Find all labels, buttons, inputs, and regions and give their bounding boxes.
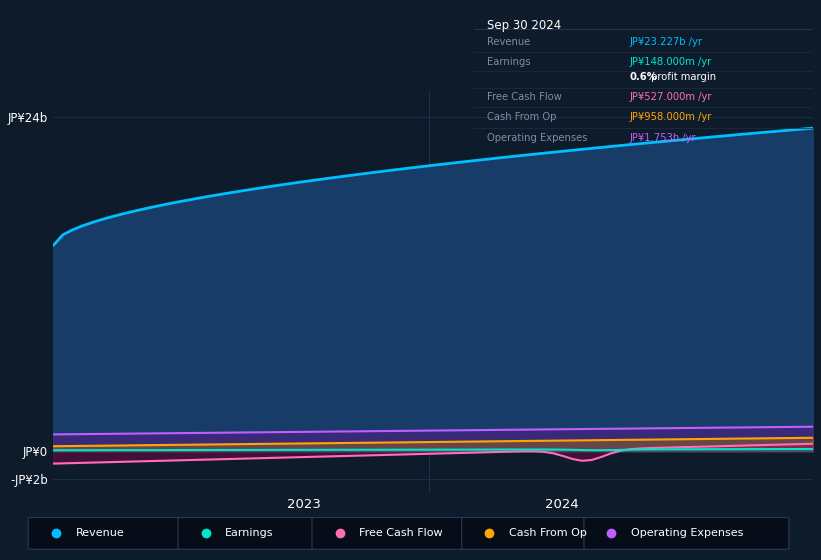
FancyBboxPatch shape	[461, 517, 592, 549]
Text: Revenue: Revenue	[76, 529, 124, 538]
Text: Operating Expenses: Operating Expenses	[488, 133, 588, 142]
Text: Free Cash Flow: Free Cash Flow	[360, 529, 443, 538]
FancyBboxPatch shape	[584, 517, 789, 549]
Text: profit margin: profit margin	[649, 72, 717, 82]
FancyBboxPatch shape	[28, 517, 186, 549]
Text: JP¥148.000m /yr: JP¥148.000m /yr	[630, 57, 712, 67]
Text: 0.6%: 0.6%	[630, 72, 658, 82]
Text: Operating Expenses: Operating Expenses	[631, 529, 744, 538]
FancyBboxPatch shape	[312, 517, 470, 549]
Text: Revenue: Revenue	[488, 37, 530, 46]
Text: Sep 30 2024: Sep 30 2024	[488, 19, 562, 32]
Text: JP¥958.000m /yr: JP¥958.000m /yr	[630, 112, 712, 122]
Text: JP¥23.227b /yr: JP¥23.227b /yr	[630, 37, 703, 46]
Text: Free Cash Flow: Free Cash Flow	[488, 92, 562, 102]
Text: JP¥1.753b /yr: JP¥1.753b /yr	[630, 133, 696, 142]
Text: Cash From Op: Cash From Op	[488, 112, 557, 122]
Text: Earnings: Earnings	[225, 529, 273, 538]
Text: JP¥527.000m /yr: JP¥527.000m /yr	[630, 92, 712, 102]
Text: Cash From Op: Cash From Op	[509, 529, 587, 538]
FancyBboxPatch shape	[178, 517, 320, 549]
Text: Earnings: Earnings	[488, 57, 531, 67]
